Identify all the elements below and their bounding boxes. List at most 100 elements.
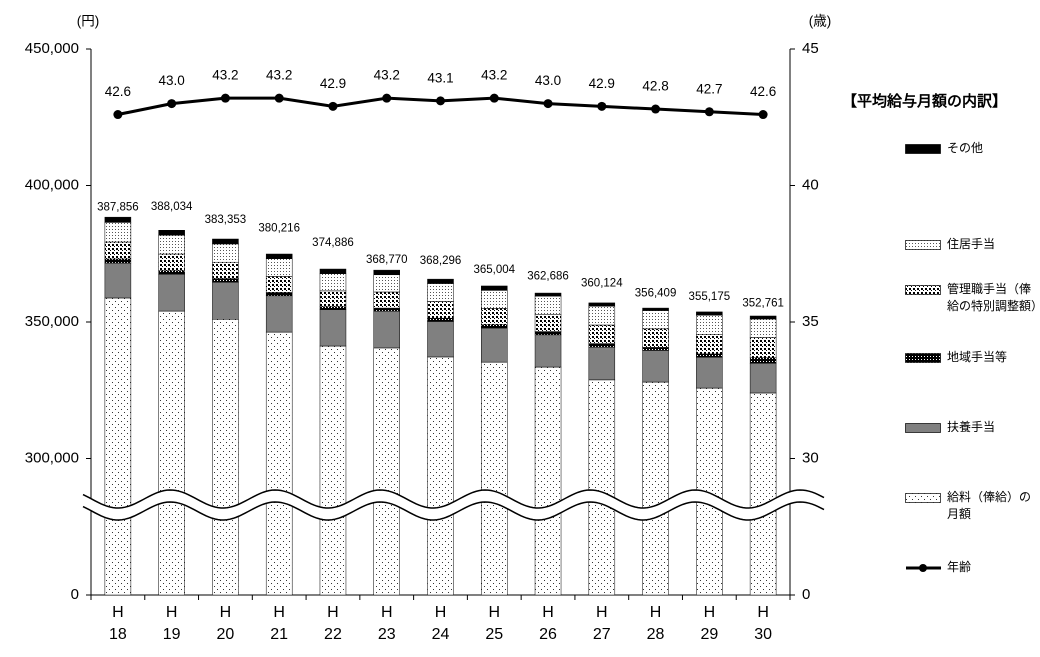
bar-segment (373, 274, 400, 293)
bar-segment (749, 362, 777, 394)
age-point (489, 93, 499, 103)
y2-tick-label: 45 (802, 40, 819, 57)
bar-segment (534, 295, 562, 315)
x-tick-label: H 18 (108, 604, 127, 643)
bar-segment (696, 311, 723, 316)
total-label: 380,216 (258, 223, 300, 235)
bar-segment (588, 379, 616, 596)
bar-segment (534, 331, 562, 336)
legend-label: 住居手当 (947, 237, 996, 251)
legend-item: 給料（俸給）の月額 (905, 490, 1039, 523)
bar-segment (588, 343, 616, 348)
x-tick-label: H 26 (539, 604, 557, 643)
age-label: 42.9 (589, 76, 615, 91)
legend-title: 【平均給与月額の内訳】 (842, 93, 1008, 110)
legend-item: 住居手当 (905, 237, 1039, 253)
bar-segment (212, 319, 239, 596)
bar-segment (104, 241, 132, 260)
age-point (543, 99, 553, 109)
bar-segment (158, 253, 185, 271)
age-point (704, 107, 714, 117)
bar-segment (534, 314, 562, 332)
age-point (113, 110, 123, 120)
bar-segment (265, 253, 293, 259)
age-label: 42.6 (750, 84, 776, 99)
bar-segment (212, 278, 239, 283)
bar-segment (158, 230, 185, 236)
total-label: 362,686 (527, 270, 569, 282)
bar-segment (427, 278, 454, 284)
bar-segment (427, 283, 454, 302)
age-label: 42.9 (320, 76, 346, 91)
bar-segment (319, 268, 347, 274)
bar-segment (319, 290, 347, 307)
legend-label: 年齢 (947, 560, 972, 574)
total-label: 356,409 (635, 288, 677, 300)
axis-break-line (82, 501, 825, 521)
x-tick-label: H 24 (431, 604, 450, 643)
age-point (167, 99, 177, 109)
legend-swatch (905, 285, 941, 295)
bar-segment (642, 307, 669, 311)
age-point (597, 101, 607, 111)
bar-segment (158, 310, 185, 596)
bar-segment (319, 273, 347, 292)
total-label: 365,004 (473, 264, 515, 276)
age-label: 42.6 (105, 84, 131, 99)
x-tick-label: H 28 (646, 604, 665, 643)
bar-segment (427, 321, 454, 358)
bar-segment (749, 337, 777, 359)
bar-segment (319, 345, 347, 596)
legend-item: 地域手当等 (905, 350, 1039, 366)
x-tick-label: H 22 (324, 604, 342, 643)
bar-segment (588, 346, 616, 381)
total-label: 387,856 (97, 202, 139, 214)
bar-segment (481, 361, 508, 596)
bar-segment (373, 291, 400, 309)
bar-segment (749, 318, 777, 338)
legend-label: 地域手当等 (947, 350, 1008, 364)
bar-segment (158, 234, 185, 255)
bar-segment (481, 308, 508, 325)
age-point (436, 96, 445, 106)
legend-swatch (905, 493, 941, 503)
y-axis-unit: (円) (77, 14, 100, 29)
bar-segment (534, 366, 562, 596)
age-label: 43.0 (159, 73, 185, 88)
bar-segment (427, 301, 454, 319)
legend-label: 給料（俸給）の月額 (947, 490, 1032, 521)
age-point (328, 101, 338, 111)
bar-segment (749, 392, 777, 596)
bar-segment (265, 276, 293, 293)
age-label: 43.2 (266, 68, 292, 83)
legend-item: 扶養手当 (905, 420, 1039, 436)
total-label: 383,353 (205, 214, 247, 226)
bar-segment (696, 353, 723, 358)
bar-segment (104, 297, 132, 596)
bar-segment (373, 269, 400, 276)
x-tick-label: H 25 (485, 604, 504, 643)
y2-tick-label: 0 (802, 586, 810, 603)
legend-label: その他 (947, 141, 984, 155)
legend-swatch (906, 564, 941, 572)
bar-segment (212, 243, 239, 263)
legend-swatch (905, 353, 941, 363)
bar-segment (104, 216, 132, 223)
bar-segment (427, 356, 454, 596)
bar-segment (265, 258, 293, 277)
bar-segment (373, 310, 400, 349)
bar-segment (212, 261, 239, 279)
age-point (382, 93, 392, 103)
y-tick-label: 0 (71, 586, 79, 603)
x-tick-label: H 19 (162, 604, 181, 643)
x-tick-label: H 30 (754, 604, 772, 643)
age-label: 43.2 (374, 68, 400, 83)
legend-swatch (905, 144, 941, 154)
bar-segment (588, 324, 616, 344)
bar-segment (642, 347, 669, 351)
legend-item: 管理職手当（俸給の特別調整額） (905, 282, 1040, 315)
total-label: 368,296 (420, 255, 462, 267)
bar-segment (588, 302, 616, 307)
age-point (220, 93, 230, 103)
